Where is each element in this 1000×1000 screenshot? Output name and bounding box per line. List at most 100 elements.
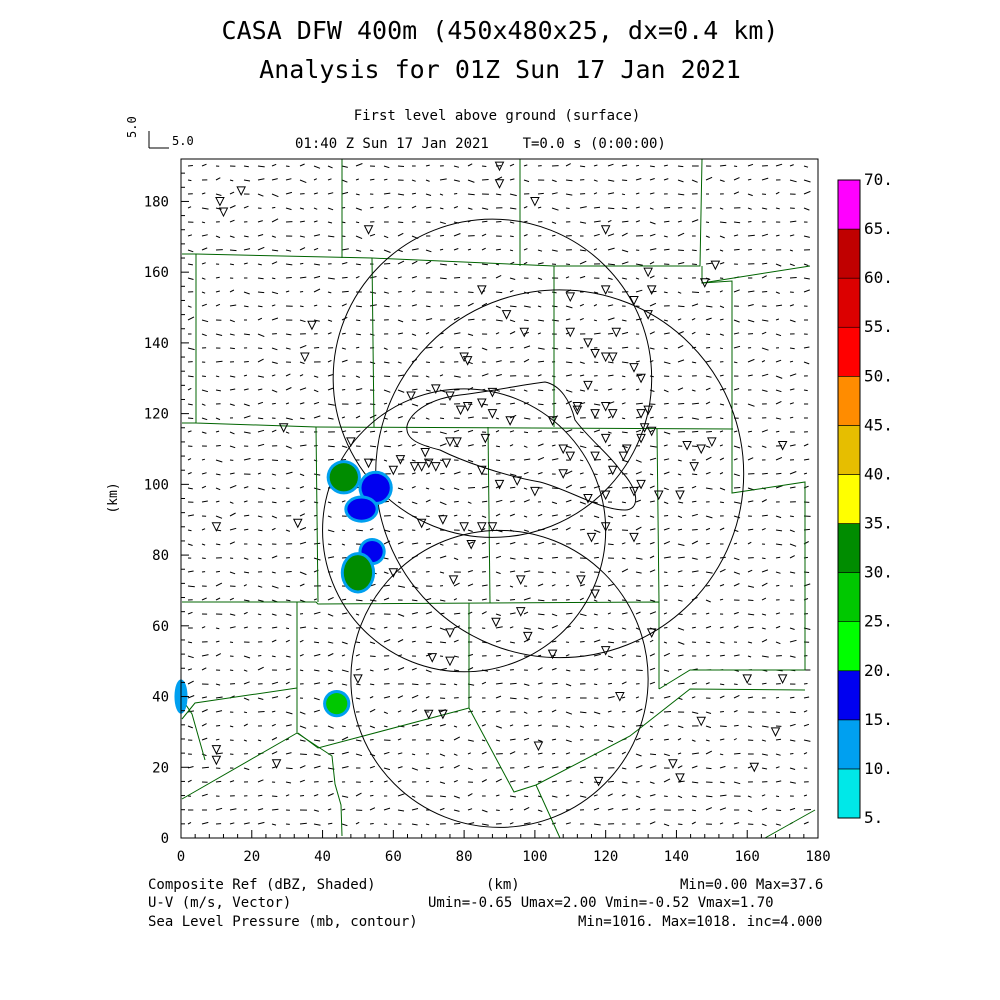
wind-vector — [355, 430, 361, 433]
station-marker — [438, 709, 448, 720]
wind-vector — [243, 291, 250, 295]
wind-vector — [257, 317, 263, 321]
wind-vector — [355, 263, 361, 266]
level-label: First level above ground (surface) — [353, 108, 641, 124]
wind-vector — [663, 584, 669, 587]
station-marker — [416, 462, 427, 472]
wind-vector — [271, 613, 277, 616]
wind-vector — [803, 458, 810, 461]
wind-vector — [761, 597, 767, 601]
wind-vector — [243, 697, 250, 701]
wind-vector — [747, 599, 754, 601]
wind-vector — [691, 513, 698, 517]
station-marker — [445, 437, 455, 448]
wind-vector — [229, 472, 235, 475]
wind-vector — [649, 555, 655, 559]
wind-vector — [677, 193, 685, 196]
wind-vector — [383, 375, 391, 377]
wind-vector — [537, 206, 542, 209]
wind-vector — [355, 333, 361, 336]
wind-vector — [383, 206, 389, 209]
wind-vector — [495, 274, 502, 279]
wind-vector — [327, 725, 334, 729]
wind-vector — [201, 333, 207, 337]
wind-vector — [677, 459, 682, 462]
wind-vector — [789, 220, 797, 223]
wind-vector — [635, 543, 641, 545]
wind-vector — [243, 626, 248, 629]
wind-vector — [677, 262, 685, 265]
wind-vector — [509, 751, 516, 755]
wind-vector — [495, 710, 501, 713]
wind-vector — [243, 655, 251, 659]
vector-reference-arrow — [148, 131, 169, 149]
wind-vector — [761, 739, 767, 742]
wind-vector — [313, 288, 321, 293]
wind-vector — [411, 260, 418, 265]
station-marker — [441, 458, 452, 469]
reflectivity-cell — [326, 693, 348, 715]
wind-vector — [313, 192, 318, 195]
wind-vector — [621, 501, 627, 504]
wind-vector — [593, 304, 598, 307]
wind-vector — [341, 459, 347, 461]
wind-vector — [411, 248, 419, 251]
wind-vector — [621, 751, 626, 755]
wind-vector — [425, 332, 430, 335]
wind-vector — [481, 515, 487, 518]
wind-vector — [607, 710, 612, 713]
wind-vector — [271, 249, 279, 252]
wind-vector — [341, 612, 348, 615]
wind-vector — [579, 627, 584, 629]
wind-vector — [705, 487, 713, 490]
wind-vector — [453, 557, 459, 561]
station-marker — [629, 486, 639, 497]
wind-vector — [243, 165, 249, 168]
wind-vector — [397, 766, 403, 769]
wind-vector — [425, 499, 431, 503]
wind-vector — [341, 290, 349, 293]
station-marker — [615, 692, 625, 702]
wind-vector — [257, 766, 262, 769]
wind-vector — [579, 206, 587, 209]
wind-vector — [761, 331, 767, 335]
wind-vector — [215, 193, 222, 196]
wind-vector — [705, 739, 710, 742]
wind-vector — [719, 318, 724, 321]
wind-vector — [383, 711, 388, 715]
station-marker — [236, 186, 246, 196]
station-marker — [416, 518, 427, 529]
wind-vector — [369, 641, 376, 645]
wind-vector — [635, 724, 643, 727]
wind-vector — [397, 710, 402, 713]
wind-vector — [439, 431, 447, 435]
wind-vector — [271, 751, 278, 755]
wind-vector — [733, 361, 738, 364]
wind-vector — [495, 360, 502, 363]
wind-vector — [593, 556, 599, 559]
wind-vector — [691, 291, 700, 293]
wind-vector — [299, 220, 305, 223]
wind-vector — [299, 571, 307, 576]
wind-vector — [187, 179, 192, 182]
wind-vector — [425, 305, 431, 308]
wind-vector — [509, 697, 517, 700]
wind-vector — [579, 781, 584, 784]
wind-vector — [397, 444, 403, 447]
wind-vector — [537, 360, 545, 363]
wind-vector — [523, 389, 528, 392]
wind-vector — [495, 778, 502, 783]
wind-vector — [383, 389, 391, 393]
wind-vector — [299, 711, 306, 715]
wind-vector — [215, 487, 221, 491]
station-marker — [600, 646, 611, 656]
wind-vector — [397, 738, 402, 741]
wind-vector — [425, 206, 432, 209]
wind-vector — [327, 291, 332, 294]
wind-vector — [229, 191, 235, 195]
wind-vector — [369, 528, 374, 531]
wind-vector — [803, 809, 811, 811]
wind-vector — [425, 249, 432, 253]
wind-vector — [439, 543, 444, 546]
wind-vector — [593, 683, 598, 686]
